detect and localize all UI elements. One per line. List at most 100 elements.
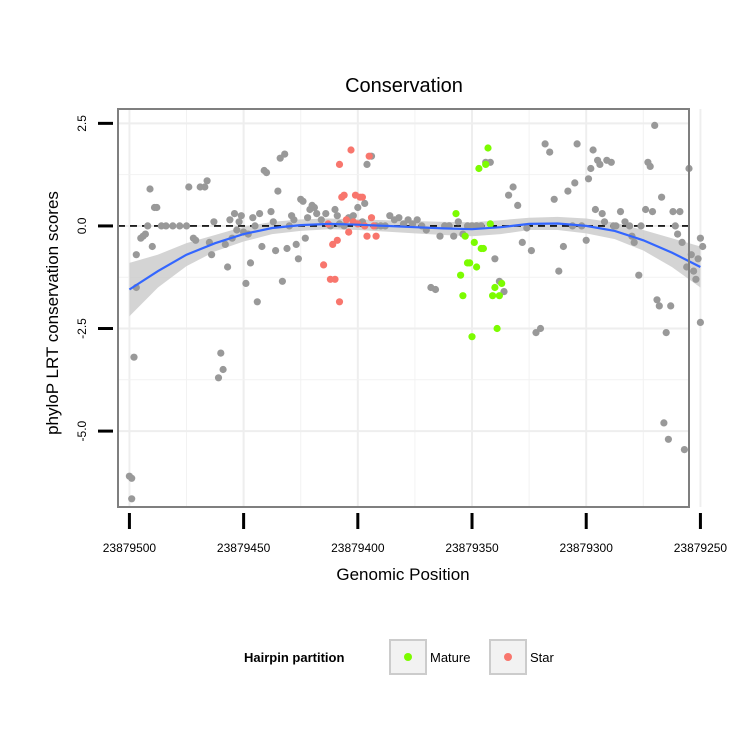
data-point — [185, 183, 193, 191]
y-tick-label: 0.0 — [75, 217, 89, 234]
data-point — [696, 318, 705, 326]
mature-point — [452, 210, 460, 218]
data-point — [523, 224, 531, 232]
star-point — [367, 214, 376, 222]
smooth-line-layer — [128, 222, 701, 291]
data-point — [630, 238, 638, 246]
data-point — [153, 203, 161, 212]
mature-point — [495, 292, 503, 300]
mature-point — [484, 144, 492, 152]
data-point — [541, 140, 549, 148]
mature-point — [473, 263, 481, 271]
data-point — [596, 160, 604, 168]
data-point — [128, 495, 136, 503]
data-point — [253, 298, 261, 306]
data-point — [699, 242, 707, 251]
data-point — [676, 208, 684, 216]
data-point — [509, 183, 517, 191]
data-point — [132, 251, 140, 259]
data-point — [361, 199, 369, 207]
data-point — [536, 324, 545, 333]
mature-point — [498, 279, 506, 287]
data-point — [559, 242, 568, 251]
data-point — [616, 208, 625, 216]
data-point — [304, 214, 312, 222]
data-point — [317, 216, 325, 224]
data-point — [589, 146, 597, 154]
mature-point — [461, 232, 469, 240]
panel-frame-layer — [117, 108, 690, 508]
data-point — [573, 140, 581, 148]
data-point — [612, 222, 620, 230]
mature-point — [470, 238, 478, 246]
data-point — [226, 216, 234, 224]
data-point — [256, 210, 264, 218]
data-point — [680, 446, 689, 454]
data-point — [491, 255, 499, 263]
data-point — [242, 279, 250, 287]
star-point — [342, 216, 350, 224]
y-axis-title: phyloP LRT conservation scores — [43, 191, 62, 435]
data-point — [431, 285, 440, 294]
data-point — [313, 210, 321, 218]
data-point — [621, 218, 629, 226]
data-point — [646, 162, 654, 170]
x-tick-label: 23879450 — [217, 541, 271, 555]
data-point — [564, 187, 572, 195]
data-point — [518, 238, 526, 246]
mature-point — [493, 324, 501, 333]
legend-title: Hairpin partition — [244, 650, 344, 665]
star-point — [347, 146, 355, 154]
star-point — [365, 152, 373, 160]
data-point — [269, 218, 277, 226]
data-point — [208, 251, 216, 259]
data-point — [436, 232, 444, 240]
y-axis: 2.5 0.0 -2.5 -5.0 — [75, 115, 113, 441]
star-point — [340, 191, 348, 199]
x-axis: 23879500 23879450 23879400 23879350 23879300… — [103, 513, 727, 555]
data-point — [219, 365, 227, 374]
star-point — [363, 232, 371, 240]
data-point — [607, 158, 615, 166]
data-point — [224, 263, 232, 271]
x-axis-title: Genomic Position — [336, 565, 469, 584]
data-point — [669, 208, 677, 216]
data-point — [678, 238, 686, 246]
data-point — [692, 275, 700, 283]
data-point — [413, 216, 421, 224]
data-point — [386, 212, 394, 220]
x-tick-label: 23879400 — [331, 541, 385, 555]
data-point — [667, 302, 675, 310]
data-point — [235, 218, 243, 226]
data-point — [662, 329, 670, 337]
data-point — [655, 302, 663, 310]
data-point — [626, 222, 634, 230]
data-point — [130, 353, 138, 361]
data-point — [246, 259, 255, 267]
data-point — [283, 244, 291, 253]
data-point — [162, 222, 170, 230]
data-point — [696, 234, 705, 242]
data-point — [651, 121, 659, 129]
plot-frame — [117, 108, 690, 508]
mature-point — [491, 283, 499, 292]
star-point — [329, 240, 337, 248]
data-point — [584, 175, 593, 183]
mature-point — [482, 160, 490, 168]
data-point — [555, 267, 563, 275]
data-point — [294, 255, 302, 263]
data-point — [395, 214, 403, 222]
data-point — [690, 267, 698, 275]
data-point — [182, 222, 191, 230]
data-point — [571, 179, 579, 187]
data-point — [635, 271, 643, 279]
x-tick-label: 23879500 — [103, 541, 157, 555]
data-point — [272, 247, 280, 255]
data-point — [221, 240, 229, 248]
data-point — [454, 218, 462, 226]
data-point — [301, 234, 309, 242]
loess-smooth-line — [128, 222, 701, 291]
data-point — [233, 226, 241, 234]
mature-point — [475, 164, 483, 173]
x-tick-label: 23879300 — [560, 541, 614, 555]
